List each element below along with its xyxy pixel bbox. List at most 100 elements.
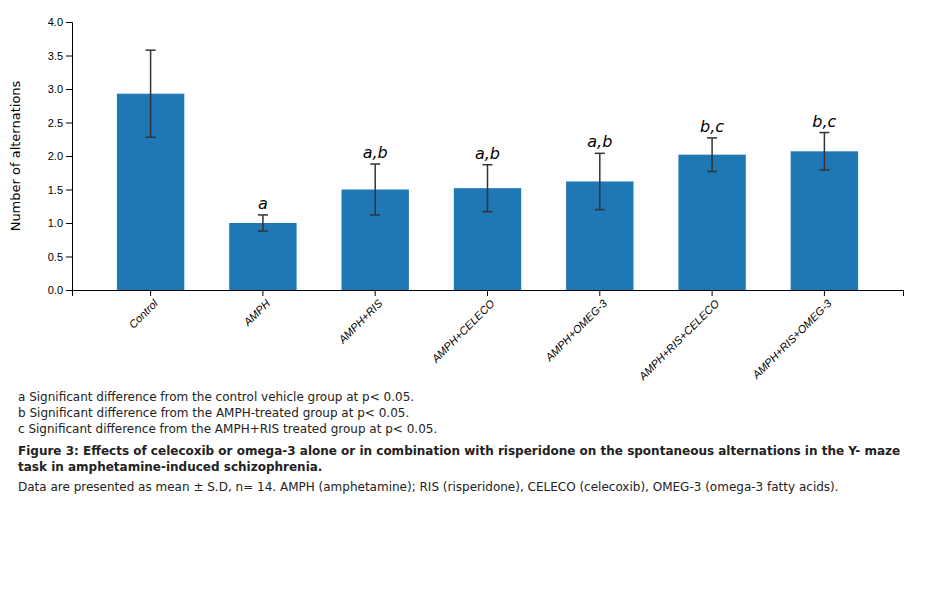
- y-tick: 2.5: [48, 117, 72, 129]
- error-bar: [819, 133, 829, 171]
- y-tick-label: 0.5: [48, 251, 63, 263]
- x-tick-label: AMPH: [241, 297, 273, 329]
- plot-area: 0.0 0.5 1.0 1.5 2.0 2.5 3.0 3.5 4.0 Control AMPH AM…: [8, 16, 904, 383]
- x-tick: AMPH+CELECO: [429, 290, 498, 365]
- y-tick: 0.5: [48, 251, 72, 263]
- error-bar-cap: [819, 169, 829, 171]
- y-tick-label: 2.0: [48, 150, 63, 162]
- bar: [678, 155, 745, 290]
- x-axis: Control AMPH AMPH+RIS AMPH+CELECO AMPH+OMEG-…: [73, 290, 904, 383]
- y-tick: 2.0: [48, 150, 72, 162]
- y-axis-title: Number of alternations: [8, 80, 23, 231]
- footnotes: a Significant difference from the contro…: [18, 390, 437, 436]
- x-tick-mark: [712, 290, 713, 296]
- y-tick: 1.0: [48, 217, 72, 229]
- significance-label: b,c: [812, 112, 836, 131]
- error-bar: [483, 165, 493, 212]
- error-bar-cap: [483, 211, 493, 213]
- y-tick-label: 0.0: [48, 284, 63, 296]
- error-bar-stem: [824, 133, 826, 171]
- y-tick-label: 4.0: [48, 16, 63, 28]
- error-bar-cap: [258, 214, 268, 216]
- y-tick: 3.5: [48, 50, 72, 62]
- caption-text: Data are presented as mean ± S.D, n= 14.…: [18, 480, 839, 494]
- x-tick: AMPH+RIS+CELECO: [636, 290, 722, 383]
- chart-svg: 0.0 0.5 1.0 1.5 2.0 2.5 3.0 3.5 4.0 Control AMPH AM…: [0, 0, 927, 596]
- significance-labels: a a,b a,b a,b b,c b,c: [258, 112, 837, 213]
- error-bar-cap: [707, 171, 717, 173]
- y-tick-label: 1.5: [48, 184, 63, 196]
- error-bar-cap: [370, 214, 380, 216]
- y-tick: 0.0: [48, 284, 72, 296]
- x-tick: AMPH+RIS: [335, 290, 385, 346]
- bar: [791, 151, 858, 290]
- error-bar: [595, 153, 605, 209]
- x-tick-mark: [262, 290, 263, 296]
- error-bar-stem: [599, 153, 601, 209]
- text-line: c Significant difference from the AMPH+R…: [18, 422, 437, 436]
- error-bar: [146, 50, 156, 137]
- caption-title: Figure 3: Effects of celecoxib or omega-…: [18, 444, 900, 474]
- y-axis-line: [66, 23, 73, 291]
- y-tick-mark: [66, 22, 72, 23]
- x-tick-mark: [375, 290, 376, 296]
- y-tick-label: 1.0: [48, 217, 63, 229]
- x-tick: AMPH: [241, 290, 273, 329]
- error-bar-stem: [711, 138, 713, 172]
- footnote: a Significant difference from the contro…: [18, 390, 414, 404]
- x-tick: AMPH+RIS+OMEG-3: [749, 290, 834, 381]
- y-tick-mark: [66, 89, 72, 90]
- error-bar-stem: [150, 50, 152, 137]
- x-tick: Control: [126, 290, 160, 331]
- y-tick-mark: [66, 156, 72, 157]
- footnote: b Significant difference from the AMPH-t…: [18, 406, 409, 420]
- significance-label: a,b: [587, 132, 612, 151]
- error-bar: [258, 215, 268, 231]
- y-tick-label: 2.5: [48, 117, 63, 129]
- error-bar-stem: [262, 215, 264, 231]
- text-line: Data are presented as mean ± S.D, n= 14.…: [18, 480, 839, 494]
- x-tick-mark: [150, 290, 151, 296]
- significance-label: a: [258, 194, 268, 213]
- caption: Figure 3: Effects of celecoxib or omega-…: [18, 444, 900, 494]
- x-tick-mark: [599, 290, 600, 296]
- y-tick: 3.0: [48, 83, 72, 95]
- y-tick: 1.5: [48, 184, 72, 196]
- text-line: task in amphetamine-induced schizophreni…: [18, 460, 322, 474]
- error-bar: [370, 164, 380, 215]
- y-tick-mark: [66, 223, 72, 224]
- error-bar: [707, 138, 717, 172]
- footnote: c Significant difference from the AMPH+R…: [18, 422, 437, 436]
- error-bar-stem: [487, 165, 489, 212]
- x-tick: AMPH+OMEG-3: [542, 290, 610, 364]
- error-bar-cap: [146, 49, 156, 51]
- error-bar-stem: [374, 164, 376, 215]
- y-axis: 0.0 0.5 1.0 1.5 2.0 2.5 3.0 3.5 4.0: [48, 16, 73, 296]
- significance-label: a,b: [475, 144, 500, 163]
- x-tick-label: Control: [126, 297, 160, 331]
- text-line: Figure 3: Effects of celecoxib or omega-…: [18, 444, 900, 458]
- y-tick-label: 3.0: [48, 83, 63, 95]
- text-line: b Significant difference from the AMPH-t…: [18, 406, 409, 420]
- x-tick-mark: [824, 290, 825, 296]
- significance-label: b,c: [700, 117, 724, 136]
- error-bar-cap: [370, 163, 380, 165]
- text-line: a Significant difference from the contro…: [18, 390, 414, 404]
- x-tick-mark: [487, 290, 488, 296]
- y-tick-mark: [66, 190, 72, 191]
- x-tick-label: AMPH+RIS+OMEG-3: [749, 296, 834, 381]
- error-bar-cap: [483, 164, 493, 166]
- y-tick-mark: [66, 56, 72, 57]
- significance-label: a,b: [363, 143, 388, 162]
- y-tick-mark: [66, 257, 72, 258]
- y-tick-label: 3.5: [48, 50, 63, 62]
- x-tick-label: AMPH+CELECO: [429, 297, 498, 366]
- bar: [229, 223, 296, 290]
- error-bar-cap: [595, 209, 605, 211]
- error-bar-cap: [595, 153, 605, 155]
- marks: [117, 50, 858, 290]
- error-bar-cap: [146, 136, 156, 138]
- error-bar-cap: [819, 132, 829, 134]
- x-axis-line: [73, 291, 904, 297]
- y-tick-mark: [66, 290, 72, 291]
